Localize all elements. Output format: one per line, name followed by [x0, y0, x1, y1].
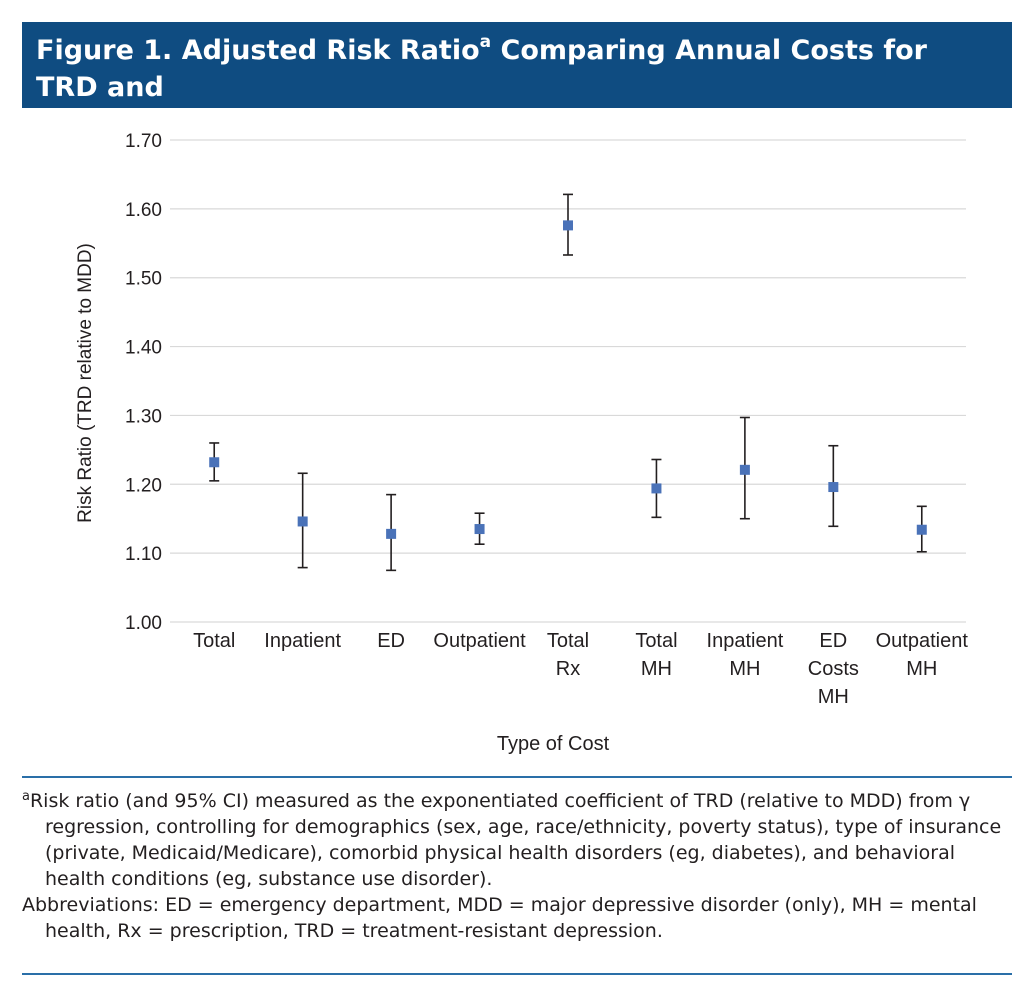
- y-tick-label: 1.10: [125, 544, 162, 565]
- x-tick-label: Inpatient: [264, 630, 341, 652]
- x-tick-label: Total: [193, 630, 235, 652]
- x-tick-label: ED: [377, 630, 405, 652]
- data-point: [563, 220, 573, 231]
- y-tick-label: 1.30: [125, 406, 162, 427]
- y-tick-label: 1.20: [125, 475, 162, 496]
- footnote-abbreviations: Abbreviations: ED = emergency department…: [22, 894, 977, 942]
- y-tick-label: 1.70: [125, 131, 162, 152]
- x-tick-label: MH: [818, 686, 849, 708]
- x-tick-label: Costs: [808, 658, 859, 680]
- x-tick-label: Rx: [556, 658, 580, 680]
- title-superscript: a: [479, 32, 492, 52]
- x-tick-label: ED: [819, 630, 847, 652]
- figure-title-text-cont: Comparing Annual Costs for TRD and: [36, 35, 927, 103]
- data-points: [209, 220, 927, 539]
- footnote-marker: a: [22, 789, 30, 804]
- x-tick-label: MH: [641, 658, 672, 680]
- data-point: [828, 482, 839, 493]
- footnote-top-rule: [22, 776, 1012, 778]
- y-axis-label: Risk Ratio (TRD relative to MDD): [75, 243, 96, 523]
- figure-title-text: Figure 1. Adjusted Risk Ratio: [36, 35, 480, 66]
- error-bars: [209, 193, 927, 572]
- x-tick-label: Total: [547, 630, 589, 652]
- data-point: [209, 457, 220, 468]
- data-point: [651, 483, 662, 494]
- y-tick-label: 1.50: [125, 269, 162, 290]
- x-tick-label: Outpatient: [433, 630, 526, 652]
- figure-title-banner: Figure 1. Adjusted Risk Ratioa Comparing…: [22, 22, 1012, 140]
- x-tick-label: Inpatient: [707, 630, 784, 652]
- figure-title-line-1: Figure 1. Adjusted Risk Ratioa Comparing…: [36, 32, 996, 106]
- y-tick-labels: 1.00 1.10 1.20 1.30 1.40 1.50 1.60 1.70: [125, 131, 162, 634]
- y-tick-label: 1.40: [125, 338, 162, 359]
- x-axis-label: Type of Cost: [497, 733, 610, 755]
- x-tick-label: Outpatient: [876, 630, 969, 652]
- footnotes: aRisk ratio (and 95% CI) measured as the…: [22, 788, 1007, 944]
- data-point: [297, 516, 308, 527]
- x-tick-label: Total: [635, 630, 677, 652]
- data-point: [916, 524, 927, 535]
- data-point: [386, 528, 397, 539]
- figure-title-line-2: MDD by Type of Cost: [36, 109, 351, 140]
- risk-ratio-chart: 1.00 1.10 1.20 1.30 1.40 1.50 1.60 1.70 Total In…: [75, 131, 968, 755]
- footnote-a-text: Risk ratio (and 95% CI) measured as the …: [29, 790, 1002, 890]
- y-tick-label: 1.00: [125, 613, 162, 634]
- y-tick-label: 1.60: [125, 200, 162, 221]
- x-tick-label: MH: [729, 658, 760, 680]
- x-tick-label: MH: [906, 658, 937, 680]
- data-point: [739, 464, 750, 475]
- data-point: [474, 524, 485, 535]
- footnote-bottom-rule: [22, 973, 1012, 975]
- footnote-a: aRisk ratio (and 95% CI) measured as the…: [22, 788, 1007, 892]
- x-tick-labels: Total Inpatient ED Outpatient Total Rx Total MH…: [193, 630, 968, 708]
